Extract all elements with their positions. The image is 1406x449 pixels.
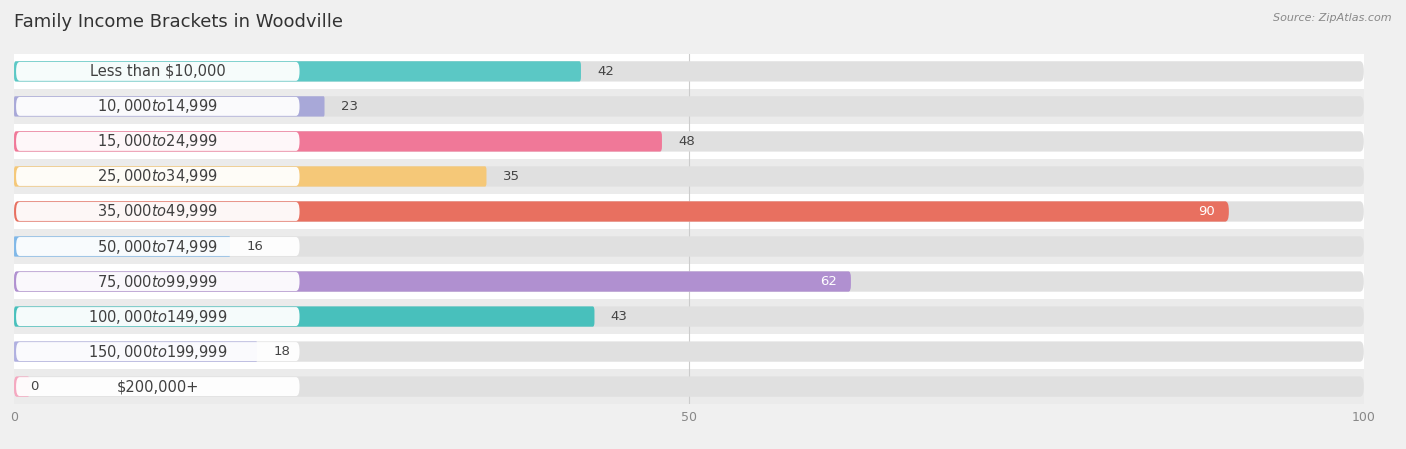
Text: $200,000+: $200,000+: [117, 379, 200, 394]
Text: 18: 18: [273, 345, 290, 358]
FancyBboxPatch shape: [15, 202, 299, 221]
Text: $150,000 to $199,999: $150,000 to $199,999: [89, 343, 228, 361]
FancyBboxPatch shape: [14, 236, 1364, 257]
FancyBboxPatch shape: [14, 61, 581, 82]
Text: $10,000 to $14,999: $10,000 to $14,999: [97, 97, 218, 115]
FancyBboxPatch shape: [15, 237, 299, 256]
Text: 23: 23: [340, 100, 357, 113]
Text: 62: 62: [821, 275, 838, 288]
Text: $75,000 to $99,999: $75,000 to $99,999: [97, 273, 218, 291]
Text: 48: 48: [678, 135, 695, 148]
FancyBboxPatch shape: [15, 377, 299, 396]
Text: $15,000 to $24,999: $15,000 to $24,999: [97, 132, 218, 150]
FancyBboxPatch shape: [14, 376, 31, 397]
Bar: [14, 194, 1364, 229]
Bar: [14, 89, 1364, 124]
FancyBboxPatch shape: [14, 201, 1364, 222]
FancyBboxPatch shape: [14, 131, 662, 152]
Bar: [14, 229, 1364, 264]
Bar: [14, 264, 1364, 299]
FancyBboxPatch shape: [14, 341, 257, 362]
FancyBboxPatch shape: [14, 131, 1364, 152]
FancyBboxPatch shape: [14, 96, 1364, 117]
Text: 42: 42: [598, 65, 614, 78]
FancyBboxPatch shape: [14, 96, 325, 117]
Text: Less than $10,000: Less than $10,000: [90, 64, 226, 79]
FancyBboxPatch shape: [15, 342, 299, 361]
Text: 43: 43: [610, 310, 627, 323]
FancyBboxPatch shape: [14, 271, 851, 292]
Bar: [14, 54, 1364, 89]
FancyBboxPatch shape: [14, 341, 1364, 362]
Bar: [14, 299, 1364, 334]
FancyBboxPatch shape: [15, 132, 299, 151]
FancyBboxPatch shape: [15, 272, 299, 291]
FancyBboxPatch shape: [14, 166, 486, 187]
FancyBboxPatch shape: [14, 306, 595, 327]
FancyBboxPatch shape: [14, 236, 231, 257]
Text: $50,000 to $74,999: $50,000 to $74,999: [97, 238, 218, 255]
Text: 16: 16: [246, 240, 263, 253]
FancyBboxPatch shape: [15, 167, 299, 186]
Text: Source: ZipAtlas.com: Source: ZipAtlas.com: [1274, 13, 1392, 23]
FancyBboxPatch shape: [15, 97, 299, 116]
Text: $25,000 to $34,999: $25,000 to $34,999: [97, 167, 218, 185]
Text: 35: 35: [503, 170, 520, 183]
Bar: [14, 159, 1364, 194]
FancyBboxPatch shape: [14, 376, 1364, 397]
FancyBboxPatch shape: [14, 306, 1364, 327]
Bar: [14, 369, 1364, 404]
FancyBboxPatch shape: [15, 62, 299, 81]
Text: $35,000 to $49,999: $35,000 to $49,999: [97, 202, 218, 220]
Text: 90: 90: [1198, 205, 1215, 218]
FancyBboxPatch shape: [14, 271, 1364, 292]
Text: 0: 0: [31, 380, 38, 393]
Bar: [14, 124, 1364, 159]
Text: Family Income Brackets in Woodville: Family Income Brackets in Woodville: [14, 13, 343, 31]
FancyBboxPatch shape: [14, 61, 1364, 82]
FancyBboxPatch shape: [14, 201, 1229, 222]
Bar: [14, 334, 1364, 369]
FancyBboxPatch shape: [15, 307, 299, 326]
Text: $100,000 to $149,999: $100,000 to $149,999: [89, 308, 228, 326]
FancyBboxPatch shape: [14, 166, 1364, 187]
